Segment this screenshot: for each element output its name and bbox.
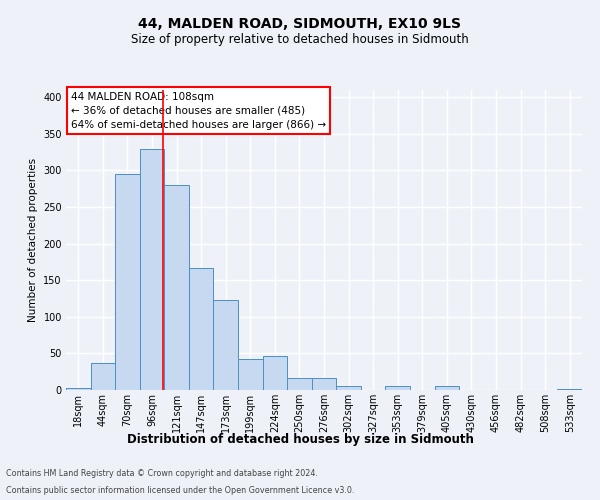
Bar xyxy=(214,300,238,390)
Text: Contains public sector information licensed under the Open Government Licence v3: Contains public sector information licen… xyxy=(6,486,355,495)
Bar xyxy=(238,360,263,390)
Text: Contains HM Land Registry data © Crown copyright and database right 2024.: Contains HM Land Registry data © Crown c… xyxy=(6,468,318,477)
Bar xyxy=(164,185,189,390)
Bar xyxy=(312,378,336,390)
Text: Size of property relative to detached houses in Sidmouth: Size of property relative to detached ho… xyxy=(131,32,469,46)
Bar xyxy=(434,386,459,390)
Bar xyxy=(115,174,140,390)
Text: 44 MALDEN ROAD: 108sqm
← 36% of detached houses are smaller (485)
64% of semi-de: 44 MALDEN ROAD: 108sqm ← 36% of detached… xyxy=(71,92,326,130)
Bar xyxy=(66,388,91,390)
Bar xyxy=(263,356,287,390)
Y-axis label: Number of detached properties: Number of detached properties xyxy=(28,158,38,322)
Bar xyxy=(189,268,214,390)
Bar xyxy=(385,386,410,390)
Bar xyxy=(91,363,115,390)
Text: Distribution of detached houses by size in Sidmouth: Distribution of detached houses by size … xyxy=(127,432,473,446)
Text: 44, MALDEN ROAD, SIDMOUTH, EX10 9LS: 44, MALDEN ROAD, SIDMOUTH, EX10 9LS xyxy=(139,18,461,32)
Bar xyxy=(140,148,164,390)
Bar xyxy=(336,386,361,390)
Bar xyxy=(557,388,582,390)
Bar xyxy=(287,378,312,390)
